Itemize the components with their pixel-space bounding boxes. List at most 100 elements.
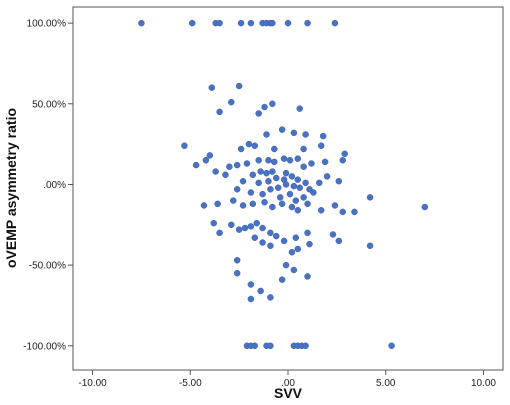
data-point bbox=[257, 168, 264, 175]
data-point bbox=[214, 200, 221, 208]
data-point bbox=[247, 281, 255, 288]
data-point bbox=[267, 342, 274, 350]
data-point bbox=[321, 158, 329, 166]
data-point bbox=[335, 237, 343, 245]
data-point bbox=[249, 200, 257, 208]
data-point bbox=[292, 197, 300, 204]
data-point bbox=[288, 248, 296, 256]
data-point bbox=[300, 194, 307, 201]
data-point bbox=[302, 179, 309, 187]
data-point bbox=[282, 181, 290, 188]
data-point bbox=[292, 234, 300, 241]
data-point bbox=[235, 82, 243, 90]
data-point bbox=[243, 160, 251, 167]
data-point bbox=[235, 226, 243, 233]
y-tick-label: .00% bbox=[43, 180, 66, 191]
data-point bbox=[267, 186, 274, 193]
data-point bbox=[329, 231, 337, 238]
data-point bbox=[216, 108, 223, 116]
data-point bbox=[271, 145, 278, 153]
y-tick-label: 50.00% bbox=[32, 99, 66, 110]
data-point bbox=[216, 229, 223, 237]
data-point bbox=[263, 169, 270, 177]
data-point bbox=[294, 207, 302, 214]
data-point bbox=[210, 219, 217, 227]
data-point bbox=[263, 131, 270, 138]
data-point bbox=[302, 342, 309, 350]
data-point bbox=[255, 157, 262, 164]
data-point bbox=[192, 161, 200, 169]
data-point bbox=[323, 173, 331, 180]
data-point bbox=[288, 173, 296, 180]
data-point bbox=[300, 145, 307, 153]
y-tick-label: 100.00% bbox=[27, 19, 67, 30]
data-point bbox=[269, 19, 276, 27]
data-point bbox=[278, 126, 286, 133]
data-point bbox=[300, 163, 307, 170]
data-point bbox=[269, 168, 276, 175]
data-point bbox=[228, 221, 235, 229]
data-point bbox=[245, 140, 253, 148]
data-point bbox=[255, 179, 262, 187]
data-point bbox=[233, 161, 241, 169]
data-point bbox=[339, 157, 346, 164]
data-point bbox=[212, 168, 219, 175]
data-point bbox=[294, 176, 302, 183]
data-point bbox=[239, 202, 247, 209]
data-point bbox=[269, 203, 276, 211]
data-point bbox=[302, 131, 309, 138]
y-tick-label: -100.00% bbox=[23, 341, 66, 352]
x-tick-label: 10.00 bbox=[471, 378, 496, 389]
data-point bbox=[290, 266, 298, 274]
data-point bbox=[290, 129, 298, 137]
data-point bbox=[188, 19, 196, 27]
data-point bbox=[241, 224, 249, 232]
data-point bbox=[304, 200, 311, 208]
data-point bbox=[310, 189, 317, 196]
data-point bbox=[138, 19, 145, 27]
data-point bbox=[257, 287, 264, 295]
data-point bbox=[331, 19, 339, 27]
data-point bbox=[294, 245, 302, 253]
data-point bbox=[273, 174, 280, 182]
data-point bbox=[265, 157, 272, 164]
data-point bbox=[282, 261, 290, 269]
data-point bbox=[247, 223, 255, 230]
data-point bbox=[206, 152, 214, 159]
data-point bbox=[308, 160, 315, 167]
data-point bbox=[208, 84, 216, 91]
data-point bbox=[267, 294, 274, 301]
data-point bbox=[331, 202, 339, 209]
data-point bbox=[233, 269, 241, 277]
data-point bbox=[239, 177, 247, 185]
data-point bbox=[259, 190, 266, 198]
data-point bbox=[251, 342, 259, 350]
data-point bbox=[200, 202, 208, 209]
data-point bbox=[294, 155, 302, 162]
data-point bbox=[286, 157, 294, 164]
x-axis: -10.00 -5.00 .00 5.00 10.00 bbox=[78, 370, 496, 389]
data-point bbox=[282, 169, 290, 177]
data-point bbox=[276, 194, 284, 201]
data-point bbox=[288, 203, 296, 211]
data-point bbox=[278, 200, 286, 208]
data-point bbox=[259, 239, 266, 246]
data-point bbox=[247, 189, 255, 196]
data-point bbox=[335, 177, 343, 185]
data-point bbox=[339, 208, 346, 216]
data-point bbox=[304, 19, 311, 27]
data-point bbox=[296, 105, 303, 112]
y-axis-title: oVEMP asymmetry ratio bbox=[3, 108, 19, 268]
data-point bbox=[278, 276, 286, 283]
data-point bbox=[247, 19, 255, 27]
data-point bbox=[296, 184, 303, 191]
data-point bbox=[228, 98, 235, 106]
data-point bbox=[233, 257, 241, 264]
data-point bbox=[280, 237, 288, 245]
x-tick-label: -10.00 bbox=[78, 378, 107, 389]
y-tick-label: -50.00% bbox=[29, 261, 66, 272]
data-point bbox=[202, 157, 210, 164]
data-point bbox=[222, 171, 229, 179]
data-point bbox=[304, 229, 311, 237]
